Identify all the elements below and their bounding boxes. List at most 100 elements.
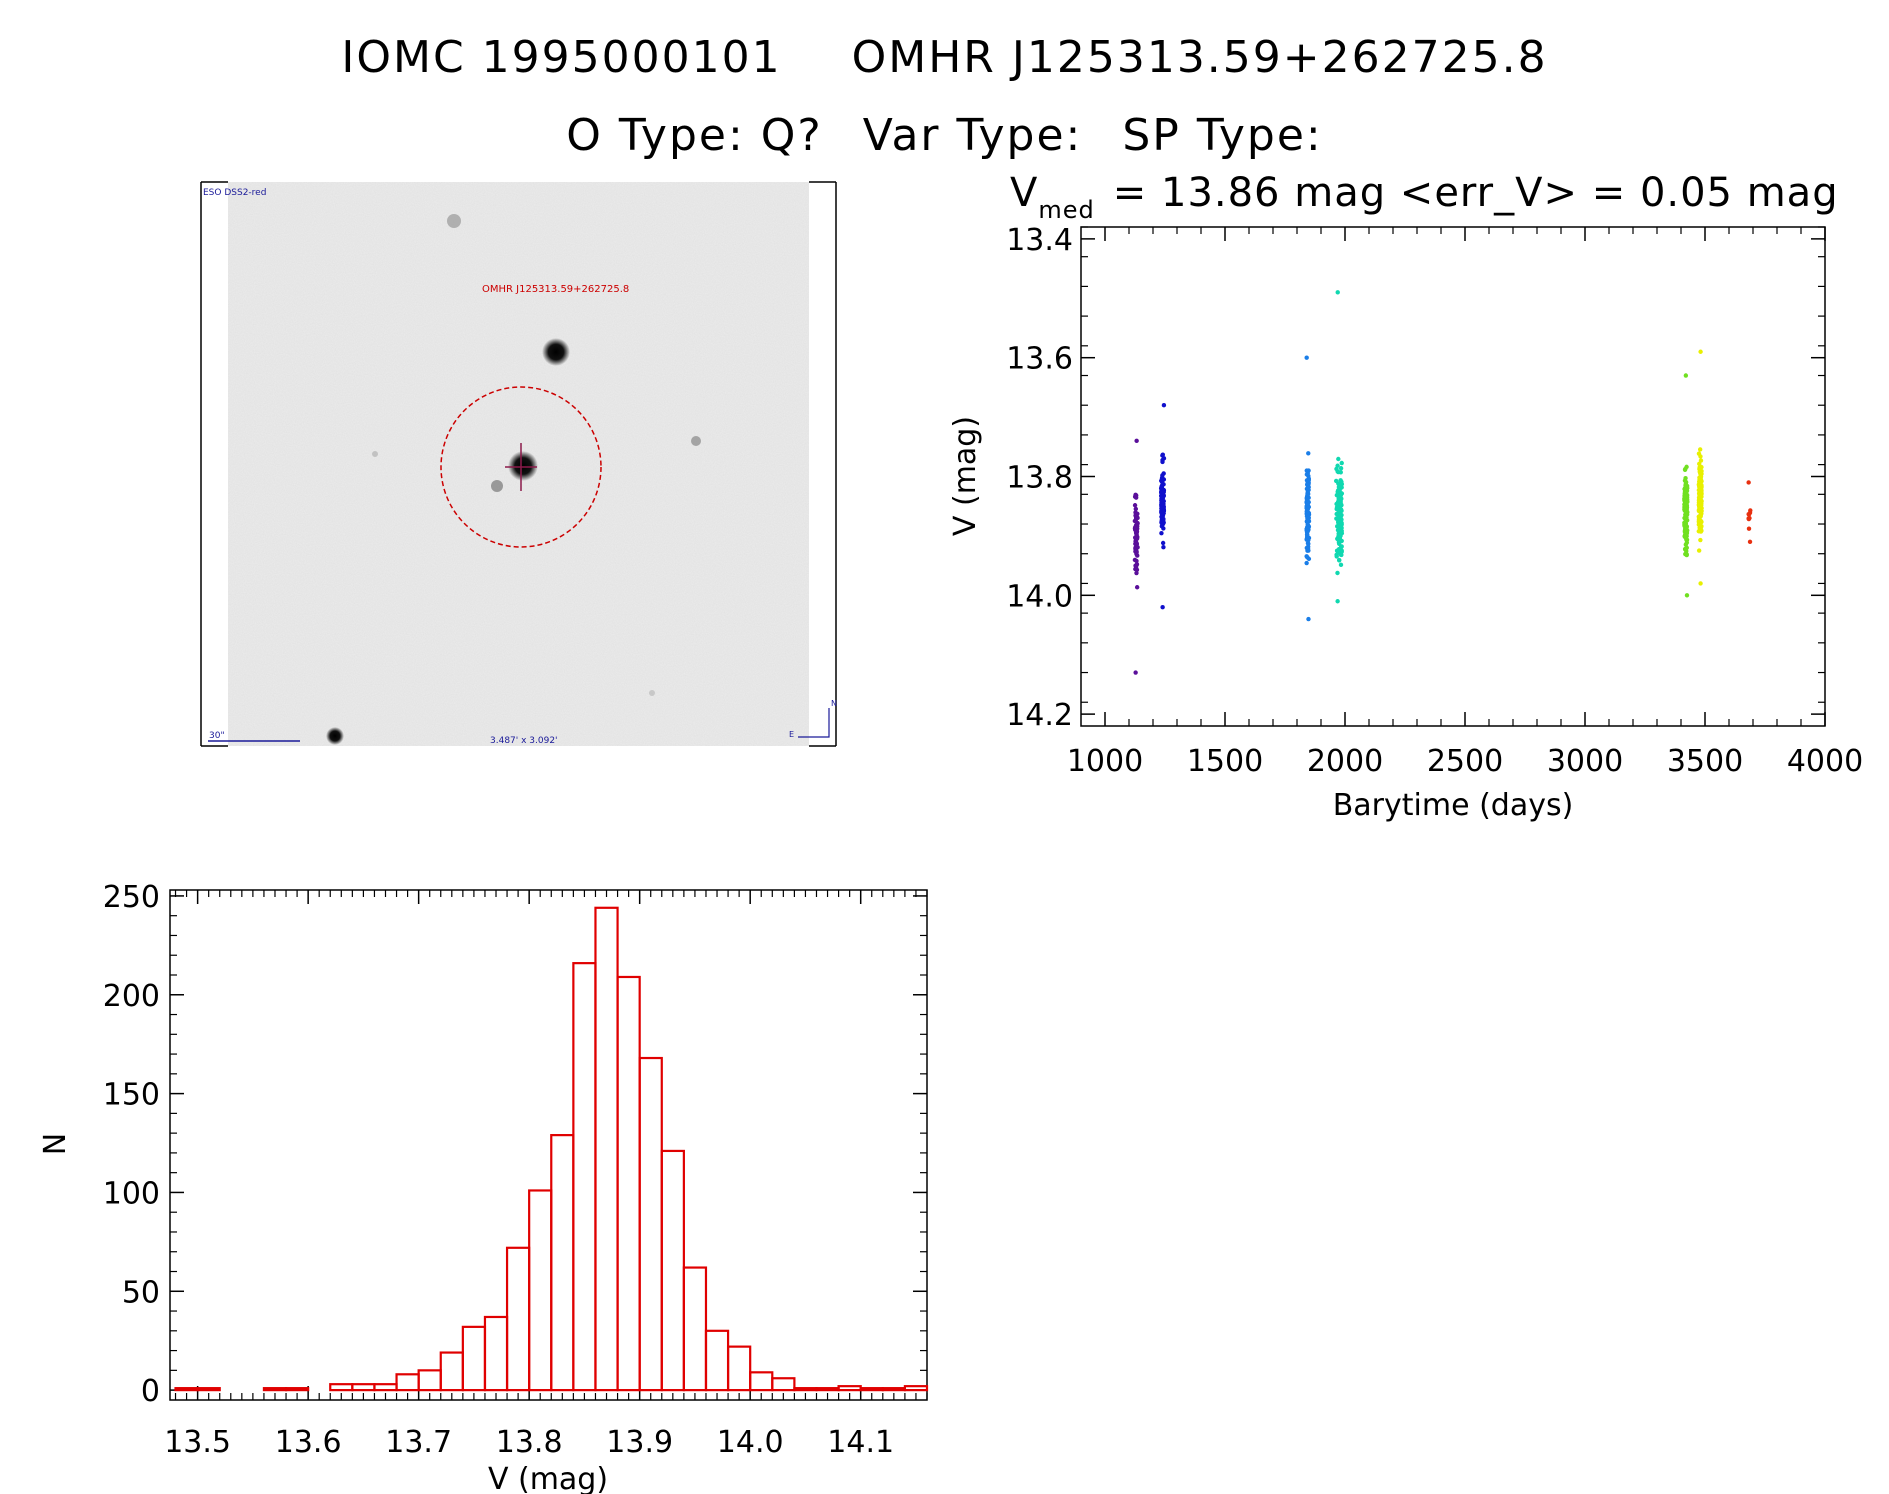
lc-point — [1684, 593, 1690, 598]
lc-xtick-label: 2500 — [1427, 744, 1503, 779]
lc-point — [1697, 493, 1702, 499]
lc-point — [1161, 508, 1167, 514]
lc-point — [1338, 562, 1344, 568]
lc-point — [1683, 521, 1689, 526]
sky-image-frame — [200, 181, 837, 747]
hist-ytick-label: 100 — [103, 1176, 160, 1211]
hist-bar — [881, 1387, 906, 1392]
hist-xtick-label: 13.7 — [385, 1425, 452, 1460]
lc-point — [1304, 472, 1310, 477]
light-curve-xlabel: Barytime (days) — [1333, 788, 1574, 823]
lc-point — [1682, 528, 1688, 533]
hist-bar — [373, 1383, 398, 1392]
lc-point — [1698, 520, 1704, 525]
hist-bar — [903, 1385, 929, 1392]
lc-point — [1159, 486, 1164, 491]
lc-point — [1160, 482, 1165, 488]
lc-point — [1698, 458, 1704, 463]
type-line: O Type: Q? Var Type: SP Type: — [0, 110, 1889, 161]
lc-point — [1134, 570, 1139, 576]
lc-point — [1699, 511, 1704, 516]
lc-point — [1305, 516, 1310, 521]
hist-bar — [704, 1329, 730, 1392]
histogram-ticks — [170, 890, 928, 1400]
hist-ytick-label: 0 — [141, 1374, 160, 1409]
lc-point — [1161, 403, 1167, 408]
light-curve-points — [1132, 290, 1753, 675]
light-curve-frame — [1080, 226, 1826, 727]
histogram-panel: 13.5 13.6 13.7 13.8 13.9 14.0 14.1 0 50 100 150 200… — [38, 880, 929, 1494]
iomc-id: IOMC 1995000101 — [341, 32, 782, 83]
hist-xtick-label: 14.1 — [827, 1425, 894, 1460]
lc-point — [1683, 551, 1688, 557]
lc-point — [1132, 503, 1138, 508]
star-faint-companion — [491, 480, 503, 492]
sky-image-panel: ESO DSS2-red OMHR J125313.59+262725.8 30… — [200, 181, 837, 747]
title-vmed-subscript: med — [1038, 196, 1094, 224]
lc-point — [1160, 453, 1165, 458]
lc-point — [1697, 466, 1702, 472]
hist-xtick-label: 13.5 — [164, 1425, 231, 1460]
lc-point — [1337, 509, 1342, 515]
lc-point — [1305, 491, 1310, 497]
lc-point — [1160, 502, 1166, 507]
hist-bar — [550, 1134, 575, 1392]
hist-bar — [395, 1373, 420, 1392]
lc-ytick-label: 13.4 — [1006, 223, 1073, 258]
hist-bar — [859, 1387, 884, 1392]
hist-bar — [815, 1387, 840, 1392]
lc-series-c4 — [1333, 290, 1345, 604]
lc-point — [1304, 554, 1309, 559]
lc-point — [1338, 480, 1343, 486]
compass-north: N — [831, 699, 837, 708]
lc-point — [1336, 524, 1341, 529]
hist-ytick-label: 250 — [103, 880, 160, 915]
lc-xtick-label: 1000 — [1067, 744, 1143, 779]
lc-point — [1696, 481, 1702, 487]
star-faint-south — [649, 690, 655, 696]
lc-point — [1698, 454, 1703, 459]
hist-bar — [329, 1383, 354, 1392]
lc-point — [1305, 485, 1311, 490]
lc-point — [1159, 478, 1164, 483]
lc-point — [1135, 545, 1140, 550]
lc-point — [1159, 523, 1165, 529]
lc-point — [1684, 515, 1689, 520]
target-label: OMHR J125313.59+262725.8 — [482, 284, 629, 295]
target-star — [508, 451, 538, 481]
lc-series-c6 — [1696, 349, 1704, 586]
hist-bar — [771, 1377, 796, 1392]
lc-point — [1336, 456, 1341, 462]
lc-point — [1334, 466, 1339, 472]
star-bottom-left — [326, 727, 344, 745]
lc-point — [1336, 519, 1342, 524]
hist-bar — [351, 1383, 376, 1392]
lc-point — [1335, 290, 1340, 295]
light-curve-tick-labels: 1000 1500 2000 2500 3000 3500 4000 13.4 13.6 13.8… — [1006, 223, 1863, 779]
lc-series-c7 — [1746, 480, 1753, 545]
lc-point — [1699, 501, 1704, 506]
lc-point — [1338, 528, 1343, 533]
lc-point — [1161, 545, 1166, 550]
lc-point — [1134, 438, 1139, 444]
lc-point — [1339, 552, 1344, 558]
lc-point — [1159, 531, 1164, 536]
title-vmed-letter: V — [1010, 170, 1038, 216]
lc-point — [1683, 373, 1689, 378]
lc-point — [1306, 451, 1311, 456]
lc-point — [1339, 460, 1344, 466]
hist-bar — [682, 1266, 708, 1392]
lc-point — [1698, 528, 1704, 534]
lc-point — [1747, 515, 1752, 521]
lc-xtick-label: 3500 — [1667, 744, 1743, 779]
lc-point — [1305, 546, 1311, 551]
lc-point — [1696, 514, 1702, 519]
lc-point — [1132, 526, 1138, 531]
lc-point — [1133, 548, 1139, 554]
lc-point — [1304, 537, 1309, 542]
lc-point — [1306, 616, 1311, 622]
survey-label: ESO DSS2-red — [203, 188, 266, 198]
hist-bar — [505, 1246, 531, 1392]
light-curve-ticks — [1081, 226, 1826, 726]
lc-point — [1134, 585, 1140, 590]
